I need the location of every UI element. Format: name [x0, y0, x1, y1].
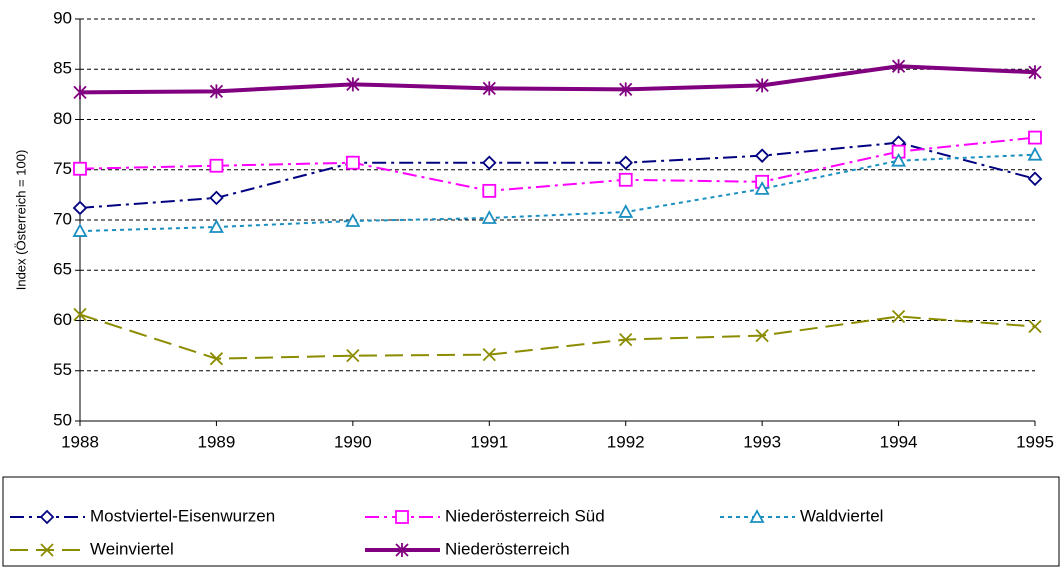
marker — [72, 223, 88, 237]
marker — [346, 77, 360, 92]
x-tick-label: 1988 — [61, 432, 99, 451]
legend-label: Niederösterreich Süd — [445, 506, 605, 525]
legend-label: Niederösterreich — [445, 539, 570, 558]
x-tick-label: 1990 — [334, 432, 372, 451]
marker — [395, 510, 409, 524]
marker — [619, 82, 633, 97]
x-tick-label: 1993 — [743, 432, 781, 451]
marker — [209, 352, 224, 366]
marker — [39, 509, 55, 525]
marker — [208, 219, 224, 233]
x-tick-label: 1992 — [607, 432, 645, 451]
legend-label: Waldviertel — [800, 506, 883, 525]
legend-label: Weinviertel — [90, 539, 174, 558]
marker — [481, 210, 497, 224]
marker — [618, 172, 633, 187]
y-tick-label: 60 — [53, 310, 72, 329]
marker — [1027, 171, 1043, 187]
series-line — [79, 64, 1036, 95]
marker — [209, 84, 224, 99]
y-tick-label: 80 — [53, 109, 72, 128]
marker — [754, 148, 770, 163]
y-tick-label: 85 — [53, 59, 72, 78]
marker — [40, 543, 54, 557]
y-tick-label: 90 — [53, 8, 72, 27]
y-tick-label: 70 — [53, 209, 72, 228]
marker — [345, 155, 360, 170]
series-line — [79, 313, 1036, 360]
marker — [482, 348, 496, 362]
y-axis-label: Index (Österreich = 100) — [13, 150, 28, 291]
marker — [482, 183, 497, 198]
x-tick-label: 1994 — [880, 432, 918, 451]
marker — [73, 161, 87, 176]
marker — [754, 180, 770, 195]
marker — [755, 78, 769, 93]
x-tick-label: 1991 — [470, 432, 508, 451]
marker — [891, 152, 907, 167]
marker — [73, 307, 87, 322]
marker — [1028, 319, 1042, 334]
marker — [482, 155, 497, 170]
marker — [209, 158, 224, 173]
marker — [755, 328, 769, 343]
x-tick-label: 1995 — [1016, 432, 1054, 451]
legend-label: Mostviertel-Eisenwurzen — [90, 506, 275, 525]
marker — [891, 59, 906, 74]
marker — [1028, 65, 1042, 80]
marker — [209, 190, 224, 206]
marker — [395, 543, 409, 557]
series-line — [79, 136, 1036, 192]
marker — [749, 509, 765, 523]
marker — [482, 81, 496, 96]
marker — [345, 213, 361, 227]
marker — [346, 349, 360, 363]
marker — [73, 85, 87, 100]
marker — [1027, 146, 1043, 161]
legend-box — [2, 476, 1060, 567]
marker — [618, 204, 634, 218]
marker — [891, 309, 906, 324]
y-tick-label: 75 — [53, 159, 72, 178]
y-tick-label: 65 — [53, 260, 72, 279]
marker — [619, 332, 633, 347]
marker — [72, 200, 88, 216]
marker — [1028, 130, 1042, 145]
y-tick-label: 55 — [53, 360, 72, 379]
y-tick-label: 50 — [53, 410, 72, 429]
x-tick-label: 1989 — [198, 432, 236, 451]
series-line — [79, 153, 1036, 233]
marker — [618, 155, 633, 170]
